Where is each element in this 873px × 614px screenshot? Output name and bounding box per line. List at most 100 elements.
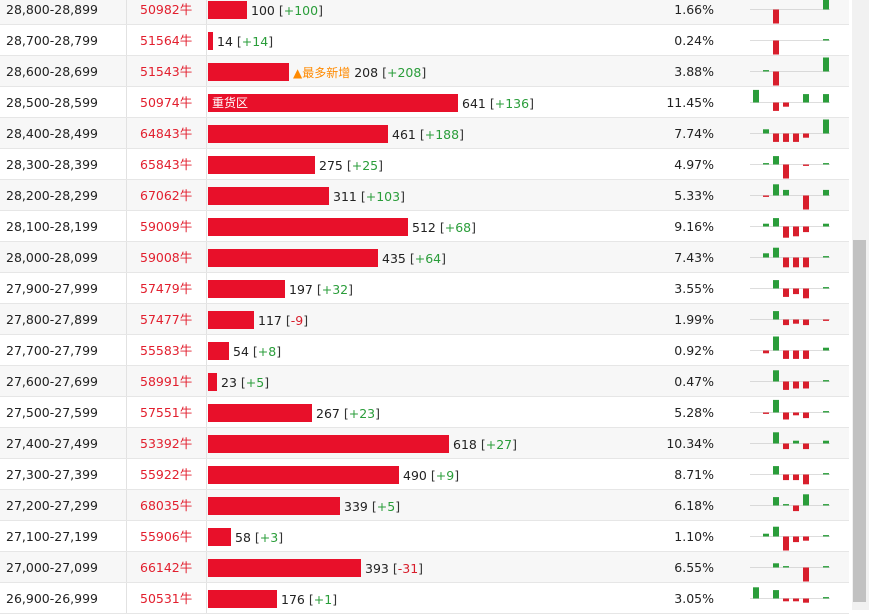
- column-divider: [126, 366, 127, 396]
- change-sparkline: [750, 57, 830, 86]
- bull-code-link[interactable]: 53392牛: [140, 436, 193, 451]
- sparkline-bar: [803, 226, 809, 233]
- sparkline-bar: [783, 257, 789, 268]
- table-row: 27,300-27,399 55922牛 490 [+9] 8.71%: [0, 459, 849, 490]
- table-row: 28,200-28,299 67062牛 311 [+103] 5.33%: [0, 180, 849, 211]
- sparkline-bar: [783, 598, 789, 602]
- column-divider: [126, 0, 127, 24]
- bull-code-link[interactable]: 57551牛: [140, 405, 193, 420]
- sparkline-bar: [803, 494, 809, 506]
- bull-code-link[interactable]: 68035牛: [140, 498, 193, 513]
- count-change: [+9]: [430, 467, 460, 483]
- sparkline-bar: [773, 370, 779, 382]
- column-divider: [206, 180, 207, 210]
- sparkline-bar: [773, 247, 779, 258]
- count-value: 641: [462, 95, 486, 111]
- sparkline-bar: [783, 133, 789, 142]
- column-divider: [126, 583, 127, 613]
- percentage: 1.99%: [674, 312, 714, 327]
- sparkline-bar: [793, 412, 799, 416]
- count-bar: [208, 32, 213, 50]
- bull-code-link[interactable]: 55583牛: [140, 343, 193, 358]
- change-value: +5: [376, 498, 396, 514]
- bull-code-link[interactable]: 50974牛: [140, 95, 193, 110]
- table-row: 28,300-28,399 65843牛 275 [+25] 4.97%: [0, 149, 849, 180]
- sparkline-bar: [823, 504, 829, 506]
- sparkline-bar: [823, 566, 829, 568]
- sparkline-bar: [773, 102, 779, 111]
- table-row: 28,800-28,899 50982牛 100 [+100] 1.66%: [0, 0, 849, 25]
- price-range: 28,300-28,399: [6, 157, 98, 172]
- sparkline-bar: [773, 399, 779, 413]
- count-value: 275: [319, 157, 343, 173]
- bull-code-link[interactable]: 59009牛: [140, 219, 193, 234]
- price-range: 27,400-27,499: [6, 436, 98, 451]
- count-change: [+25]: [346, 157, 384, 173]
- change-value: +5: [245, 374, 265, 390]
- sparkline-bar: [803, 381, 809, 389]
- count-change: [+5]: [240, 374, 270, 390]
- table-row: 28,100-28,199 59009牛 512 [+68] 9.16%: [0, 211, 849, 242]
- bull-code-link[interactable]: 50531牛: [140, 591, 193, 606]
- count-bar: [208, 528, 231, 546]
- sparkline-bar: [793, 381, 799, 389]
- sparkline-bar: [773, 9, 779, 24]
- count-bar: [208, 218, 408, 236]
- column-divider: [206, 0, 207, 24]
- bull-code-link[interactable]: 58991牛: [140, 374, 193, 389]
- table-row: 27,700-27,799 55583牛 54 [+8] 0.92%: [0, 335, 849, 366]
- bull-code-link[interactable]: 66142牛: [140, 560, 193, 575]
- count-value: 490: [403, 467, 427, 483]
- count-value: 267: [316, 405, 340, 421]
- sparkline-bar: [773, 336, 779, 351]
- percentage: 9.16%: [674, 219, 714, 234]
- table-row: 28,600-28,699 51543牛 ▲最多新增 208 [+208] 3.88%: [0, 56, 849, 87]
- bull-code-link[interactable]: 50982牛: [140, 2, 193, 17]
- sparkline-bar: [823, 0, 829, 10]
- count-change: [+8]: [252, 343, 282, 359]
- sparkline-bar: [773, 497, 779, 506]
- bull-code-link[interactable]: 59008牛: [140, 250, 193, 265]
- sparkline-bar: [773, 40, 779, 55]
- sparkline-bar: [773, 590, 779, 599]
- change-sparkline: [750, 247, 830, 268]
- count-bar-cell: 490 [+9]: [208, 466, 459, 484]
- price-range: 27,800-27,899: [6, 312, 98, 327]
- change-sparkline: [750, 526, 830, 551]
- bull-code-link[interactable]: 51564牛: [140, 33, 193, 48]
- sparkline-bar: [773, 311, 779, 320]
- table-row: 27,100-27,199 55906牛 58 [+3] 1.10%: [0, 521, 849, 552]
- bull-code-link[interactable]: 64843牛: [140, 126, 193, 141]
- column-divider: [206, 118, 207, 148]
- scrollbar-thumb[interactable]: [853, 240, 866, 602]
- sparkline-bar: [783, 412, 789, 420]
- bull-code-link[interactable]: 55906牛: [140, 529, 193, 544]
- price-range: 28,800-28,899: [6, 2, 98, 17]
- table-row: 26,900-26,999 50531牛 176 [+1] 3.05%: [0, 583, 849, 614]
- count-bar-cell: 339 [+5]: [208, 497, 400, 515]
- count-bar-cell: 311 [+103]: [208, 187, 405, 205]
- sparkline-bar: [793, 598, 799, 602]
- price-range: 28,500-28,599: [6, 95, 98, 110]
- count-bar-cell: 176 [+1]: [208, 590, 337, 608]
- bull-code-link[interactable]: 55922牛: [140, 467, 193, 482]
- count-value: 58: [235, 529, 251, 545]
- column-divider: [126, 490, 127, 520]
- bull-code-link[interactable]: 51543牛: [140, 64, 193, 79]
- count-change: [+1]: [308, 591, 338, 607]
- sparkline-bar: [763, 533, 769, 537]
- bull-code-link[interactable]: 65843牛: [140, 157, 193, 172]
- table-row: 27,800-27,899 57477牛 117 [-9] 1.99%: [0, 304, 849, 335]
- count-bar-cell: 435 [+64]: [208, 249, 446, 267]
- bull-code-link[interactable]: 57479牛: [140, 281, 193, 296]
- column-divider: [206, 242, 207, 272]
- bull-code-link[interactable]: 67062牛: [140, 188, 193, 203]
- sparkline-bar: [773, 466, 779, 475]
- sparkline-bar: [803, 443, 809, 450]
- sparkline-bar: [763, 253, 769, 258]
- count-bar-cell: 重货区 641 [+136]: [208, 94, 534, 112]
- sparkline-bar: [803, 598, 809, 603]
- bull-code-link[interactable]: 57477牛: [140, 312, 193, 327]
- count-bar-cell: 14 [+14]: [208, 32, 273, 50]
- percentage: 0.47%: [674, 374, 714, 389]
